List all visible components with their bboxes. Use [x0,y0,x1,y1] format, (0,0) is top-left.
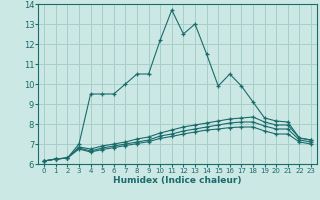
X-axis label: Humidex (Indice chaleur): Humidex (Indice chaleur) [113,176,242,185]
